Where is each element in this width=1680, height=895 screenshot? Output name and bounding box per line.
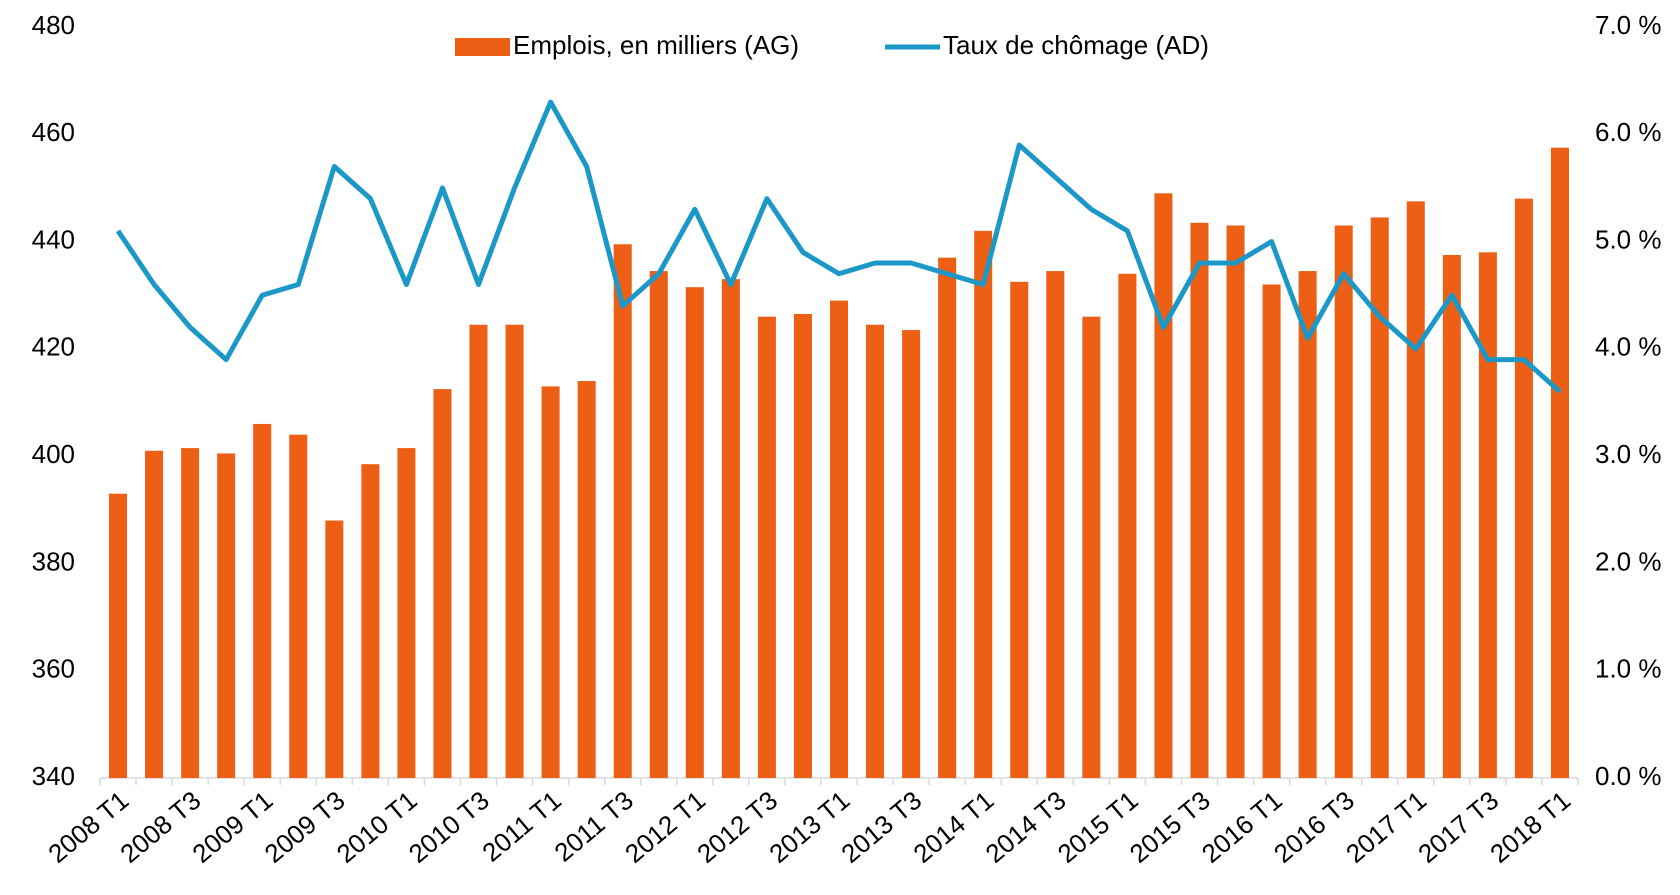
x-tick-label: 2012 T3 (691, 785, 783, 869)
x-tick-label: 2013 T3 (835, 785, 927, 869)
x-tick-label: 2016 T1 (1196, 785, 1288, 869)
x-tick-label: 2016 T3 (1268, 785, 1360, 869)
y2-tick-label: 4.0 % (1595, 332, 1662, 362)
bar (541, 386, 560, 778)
x-tick-label: 2018 T1 (1484, 785, 1576, 869)
bar (289, 434, 308, 778)
bar (1514, 198, 1533, 778)
x-tick-label: 2017 T3 (1412, 785, 1504, 869)
legend-swatch (455, 38, 510, 56)
bar (1262, 284, 1281, 778)
bar (1442, 254, 1461, 778)
legend-label: Emplois, en milliers (AG) (513, 30, 799, 60)
bar (361, 464, 380, 778)
x-tick-label: 2009 T1 (186, 785, 278, 869)
legend-label: Taux de chômage (AD) (943, 30, 1209, 60)
bar (721, 279, 740, 778)
bar (181, 448, 200, 778)
y-tick-label: 420 (32, 332, 75, 362)
bar (866, 324, 885, 778)
line (115, 99, 1562, 394)
bar (1334, 225, 1353, 778)
bar (217, 453, 236, 778)
bar (1154, 193, 1173, 779)
bar (1298, 271, 1317, 778)
x-tick-label: 2009 T3 (259, 785, 351, 869)
bar (145, 450, 164, 778)
y2-tick-label: 5.0 % (1595, 224, 1662, 254)
x-tick-label: 2008 T1 (42, 785, 134, 869)
y2-tick-label: 7.0 % (1595, 10, 1662, 40)
bar (613, 244, 632, 779)
bar (1082, 316, 1101, 778)
bar (1010, 281, 1029, 778)
x-tick-label: 2014 T1 (907, 785, 999, 869)
y2-tick-label: 3.0 % (1595, 439, 1662, 469)
bar (1226, 225, 1245, 778)
y-tick-label: 440 (32, 224, 75, 254)
y-tick-label: 340 (32, 761, 75, 791)
bar (1406, 201, 1425, 778)
bar (1478, 252, 1497, 779)
bar (397, 448, 416, 778)
bar (757, 316, 776, 778)
bar (505, 324, 524, 778)
bar (1550, 147, 1569, 779)
x-tick-label: 2011 T3 (548, 785, 639, 868)
y2-tick-label: 0.0 % (1595, 761, 1662, 791)
y-tick-label: 380 (32, 546, 75, 576)
x-tick-label: 2012 T1 (619, 785, 711, 869)
y2-tick-label: 1.0 % (1595, 654, 1662, 684)
bar (1190, 222, 1209, 778)
bar (1118, 273, 1137, 778)
bar (938, 257, 957, 778)
y-tick-label: 400 (32, 439, 75, 469)
x-tick-label: 2014 T3 (980, 785, 1072, 869)
bar (685, 287, 704, 778)
bar (974, 230, 993, 779)
bar (109, 493, 128, 778)
bar (253, 423, 272, 778)
bar (1370, 217, 1389, 779)
x-tick-label: 2013 T1 (763, 785, 855, 869)
bar (829, 300, 849, 778)
x-tick-label: 2008 T3 (114, 785, 206, 869)
y2-tick-label: 6.0 % (1595, 117, 1662, 147)
bar (649, 271, 668, 778)
x-tick-label: 2017 T1 (1340, 785, 1432, 869)
x-tick-label: 2015 T3 (1124, 785, 1216, 869)
y-tick-label: 460 (32, 117, 75, 147)
bar (902, 330, 921, 778)
bar (325, 520, 344, 778)
x-tick-label: 2010 T1 (331, 785, 423, 869)
y-tick-label: 360 (32, 654, 75, 684)
x-tick-label: 2010 T3 (403, 785, 495, 869)
bar (469, 324, 488, 778)
x-tick-label: 2011 T1 (476, 785, 567, 868)
x-tick-label: 2015 T1 (1052, 785, 1144, 869)
bar (793, 313, 812, 778)
y2-tick-label: 2.0 % (1595, 546, 1662, 576)
bar (433, 389, 452, 778)
bar (577, 381, 596, 778)
bar (1046, 271, 1065, 778)
y-tick-label: 480 (32, 10, 75, 40)
